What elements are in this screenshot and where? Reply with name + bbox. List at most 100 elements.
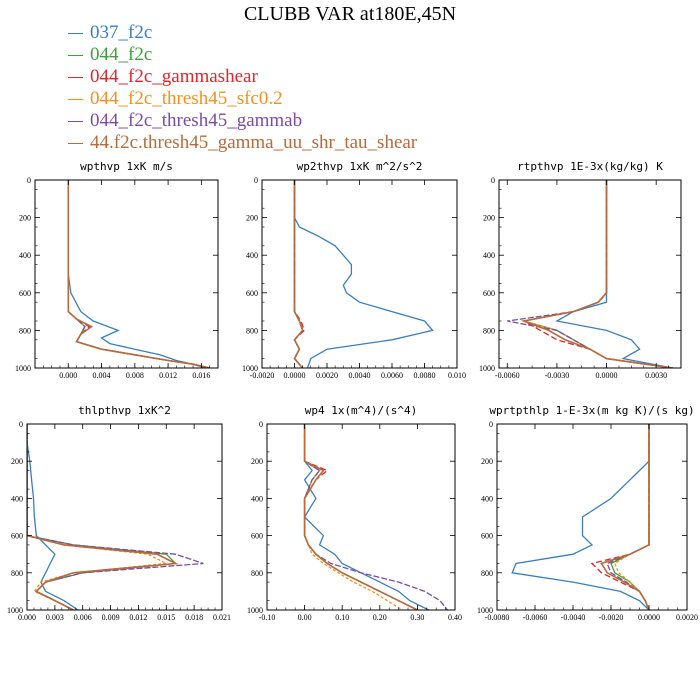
y-tick-label: 400	[11, 494, 23, 503]
series-line	[520, 180, 673, 368]
legend-label: 044_f2c_gammashear	[90, 66, 258, 87]
series-line	[67, 180, 210, 368]
x-tick-label: 0.012	[159, 371, 177, 380]
y-tick-label: 800	[251, 569, 263, 578]
series-line	[303, 424, 403, 610]
y-tick-label: 600	[481, 532, 493, 541]
x-tick-label: -0.0060	[523, 613, 548, 622]
panel-title: wpthvp 1xK m/s	[80, 160, 173, 173]
series-line	[27, 424, 204, 610]
y-tick-label: 600	[19, 289, 31, 298]
plot-frame	[498, 179, 682, 369]
x-tick-label: 0.004	[93, 371, 111, 380]
chart-panel: wprtpthlp 1-E-3x(m kg K)/(s kg) -0.0080 -0…	[477, 404, 698, 622]
series-line	[600, 424, 650, 610]
series-line	[27, 424, 179, 610]
chart-panel: thlpthvp 1xK^2 0.000 0.003 0.006 0.009 0.012 0…	[7, 404, 231, 622]
panel-title: wp4 1x(m^4)/(s^4)	[305, 404, 418, 417]
series-line	[27, 424, 178, 610]
y-tick-label: 200	[11, 457, 23, 466]
x-tick-label: 0.0080	[414, 371, 436, 380]
y-tick-label: 1000	[242, 364, 258, 373]
y-tick-label: 600	[246, 289, 258, 298]
x-tick-label: 0.021	[213, 613, 231, 622]
x-tick-label: 0.009	[102, 613, 120, 622]
y-tick-label: 0	[491, 176, 495, 185]
legend-label: 044_f2c	[90, 44, 153, 65]
series-line	[27, 424, 178, 610]
series-line	[293, 180, 304, 368]
x-tick-label: 0.0000	[638, 613, 660, 622]
x-tick-label: 0.20	[373, 613, 387, 622]
y-tick-label: 1000	[7, 606, 23, 615]
x-tick-label: -0.0020	[250, 371, 275, 380]
series-line	[511, 424, 650, 610]
y-tick-label: 400	[251, 494, 263, 503]
x-tick-label: 0.30	[410, 613, 424, 622]
legend-swatch	[68, 33, 83, 34]
y-tick-label: 1000	[15, 364, 31, 373]
x-tick-label: 0.000	[59, 371, 77, 380]
panel-title: wp2thvp 1xK m^2/s^2	[297, 160, 423, 173]
plot-frame	[496, 423, 688, 611]
series-line	[610, 424, 650, 610]
x-tick-label: 0.016	[192, 371, 210, 380]
legend-label: 44.f2c.thresh45_gamma_uu_shr_tau_shear	[90, 132, 418, 153]
y-tick-label: 200	[246, 214, 258, 223]
x-tick-label: 0.00	[298, 613, 312, 622]
series-line	[521, 180, 673, 368]
series-line	[523, 180, 673, 368]
y-tick-label: 200	[251, 457, 263, 466]
y-tick-label: 0	[27, 176, 31, 185]
series-line	[293, 180, 434, 368]
legend-swatch	[68, 121, 83, 122]
y-tick-label: 800	[483, 326, 495, 335]
series-line	[67, 180, 210, 368]
legend-swatch	[68, 99, 83, 100]
y-tick-label: 600	[11, 532, 23, 541]
chart-panel: wpthvp 1xK m/s 0.000 0.004 0.008 0.012 0.016 0…	[15, 160, 219, 380]
x-tick-label: 0.015	[157, 613, 175, 622]
x-tick-label: 0.0060	[381, 371, 403, 380]
x-tick-label: -0.0020	[599, 613, 624, 622]
plot-frame	[261, 179, 458, 369]
panel-title: rtpthvp 1E-3x(kg/kg) K	[517, 160, 663, 173]
y-tick-label: 600	[483, 289, 495, 298]
plot-frame	[26, 423, 223, 611]
x-tick-label: 0.010	[448, 371, 466, 380]
y-tick-label: 400	[246, 251, 258, 260]
x-tick-label: 0.10	[335, 613, 349, 622]
x-tick-label: 0.000	[18, 613, 36, 622]
x-tick-label: 0.0030	[645, 371, 667, 380]
series-line	[67, 180, 206, 368]
x-tick-label: 0.0000	[284, 371, 306, 380]
y-tick-label: 800	[246, 326, 258, 335]
series-line	[303, 424, 449, 610]
plot-frame	[34, 179, 219, 369]
x-tick-label: -0.0040	[561, 613, 586, 622]
series-line	[293, 180, 304, 368]
y-tick-label: 0	[259, 420, 263, 429]
legend-swatch	[68, 77, 83, 78]
y-tick-label: 600	[251, 532, 263, 541]
y-tick-label: 0	[489, 420, 493, 429]
chart-panel: wp4 1x(m^4)/(s^4) -0.10 0.00 0.10 0.20 0.30 0.…	[247, 404, 462, 622]
chart-title: CLUBB VAR at180E,45N	[243, 3, 457, 25]
legend-swatch	[68, 55, 83, 56]
series-line	[293, 180, 304, 368]
x-tick-label: -0.10	[259, 613, 276, 622]
legend-label: 037_f2c	[90, 22, 153, 43]
x-tick-label: -0.0080	[485, 613, 510, 622]
y-tick-label: 0	[19, 420, 23, 429]
panel-title: wprtpthlp 1-E-3x(m kg K)/(s kg)	[489, 404, 694, 417]
series-line	[613, 424, 650, 610]
y-tick-label: 0	[254, 176, 258, 185]
y-tick-label: 400	[483, 251, 495, 260]
x-tick-label: 0.006	[74, 613, 92, 622]
x-tick-label: 0.018	[185, 613, 203, 622]
x-tick-label: -0.0060	[495, 371, 520, 380]
series-line	[303, 424, 429, 610]
series-line	[67, 180, 210, 368]
series-line	[523, 180, 673, 368]
series-line	[590, 424, 650, 610]
